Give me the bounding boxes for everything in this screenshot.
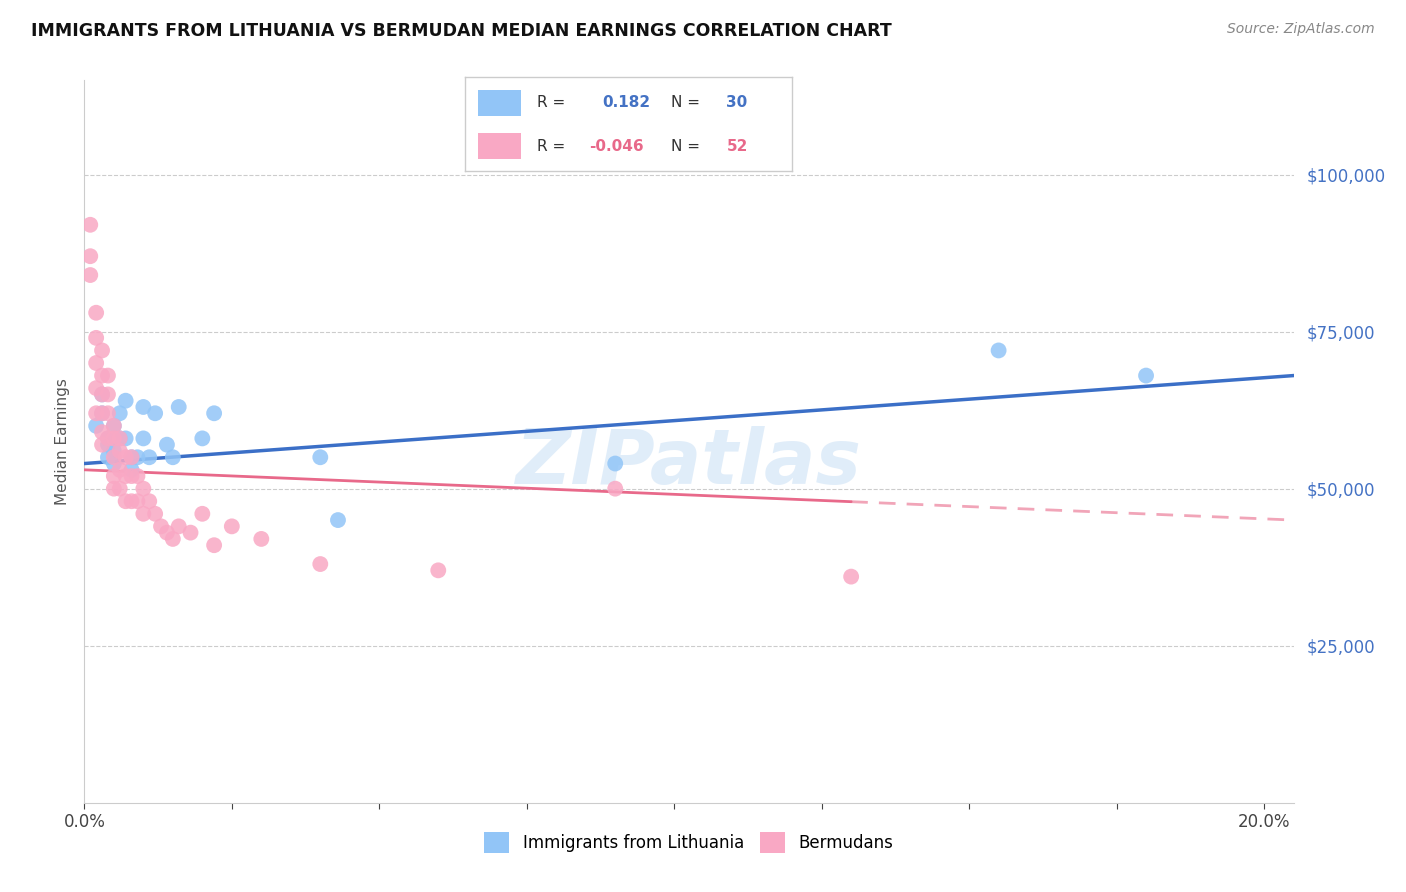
Point	[91, 425, 114, 439]
Point	[97, 387, 120, 401]
Point	[132, 482, 155, 496]
Point	[97, 438, 120, 452]
Point	[162, 450, 184, 465]
Point	[987, 343, 1010, 358]
Point	[121, 494, 143, 508]
Point	[132, 431, 155, 445]
Point	[121, 450, 143, 465]
Point	[79, 268, 101, 282]
Point	[97, 431, 120, 445]
Point	[103, 450, 125, 465]
Point	[97, 368, 120, 383]
Point	[91, 343, 114, 358]
Point	[191, 431, 214, 445]
Point	[91, 438, 114, 452]
Point	[91, 406, 114, 420]
Point	[309, 557, 332, 571]
Point	[127, 494, 149, 508]
Point	[108, 406, 131, 420]
Point	[91, 368, 114, 383]
Point	[108, 463, 131, 477]
Point	[84, 418, 107, 433]
Point	[97, 406, 120, 420]
Point	[97, 431, 120, 445]
Point	[108, 431, 131, 445]
Point	[103, 457, 125, 471]
Point	[143, 507, 166, 521]
Text: Source: ZipAtlas.com: Source: ZipAtlas.com	[1227, 22, 1375, 37]
Y-axis label: Median Earnings: Median Earnings	[55, 378, 70, 505]
Point	[138, 494, 160, 508]
Point	[326, 513, 349, 527]
Point	[103, 469, 125, 483]
Point	[84, 331, 107, 345]
Point	[84, 406, 107, 420]
Point	[132, 507, 155, 521]
Point	[103, 444, 125, 458]
Point	[202, 538, 225, 552]
Point	[103, 418, 125, 433]
Legend: Immigrants from Lithuania, Bermudans: Immigrants from Lithuania, Bermudans	[478, 826, 900, 860]
Point	[156, 438, 179, 452]
Point	[103, 431, 125, 445]
Point	[91, 387, 114, 401]
Point	[103, 418, 125, 433]
Point	[605, 482, 627, 496]
Point	[79, 218, 101, 232]
Point	[91, 406, 114, 420]
Point	[108, 431, 131, 445]
Point	[108, 444, 131, 458]
Point	[97, 450, 120, 465]
Point	[132, 400, 155, 414]
Point	[167, 400, 190, 414]
Point	[167, 519, 190, 533]
Point	[202, 406, 225, 420]
Point	[180, 525, 202, 540]
Point	[108, 482, 131, 496]
Point	[114, 431, 136, 445]
Point	[127, 450, 149, 465]
Point	[143, 406, 166, 420]
Point	[103, 482, 125, 496]
Point	[84, 306, 107, 320]
Text: ZIPatlas: ZIPatlas	[516, 426, 862, 500]
Point	[427, 563, 450, 577]
Point	[221, 519, 243, 533]
Point	[79, 249, 101, 263]
Point	[114, 393, 136, 408]
Point	[114, 469, 136, 483]
Point	[84, 356, 107, 370]
Point	[162, 532, 184, 546]
Point	[121, 463, 143, 477]
Point	[114, 494, 136, 508]
Point	[138, 450, 160, 465]
Point	[91, 387, 114, 401]
Point	[121, 469, 143, 483]
Point	[250, 532, 273, 546]
Point	[191, 507, 214, 521]
Point	[127, 469, 149, 483]
Point	[114, 450, 136, 465]
Point	[156, 525, 179, 540]
Point	[1135, 368, 1157, 383]
Point	[121, 450, 143, 465]
Point	[605, 457, 627, 471]
Point	[839, 569, 862, 583]
Point	[84, 381, 107, 395]
Point	[150, 519, 173, 533]
Text: IMMIGRANTS FROM LITHUANIA VS BERMUDAN MEDIAN EARNINGS CORRELATION CHART: IMMIGRANTS FROM LITHUANIA VS BERMUDAN ME…	[31, 22, 891, 40]
Point	[309, 450, 332, 465]
